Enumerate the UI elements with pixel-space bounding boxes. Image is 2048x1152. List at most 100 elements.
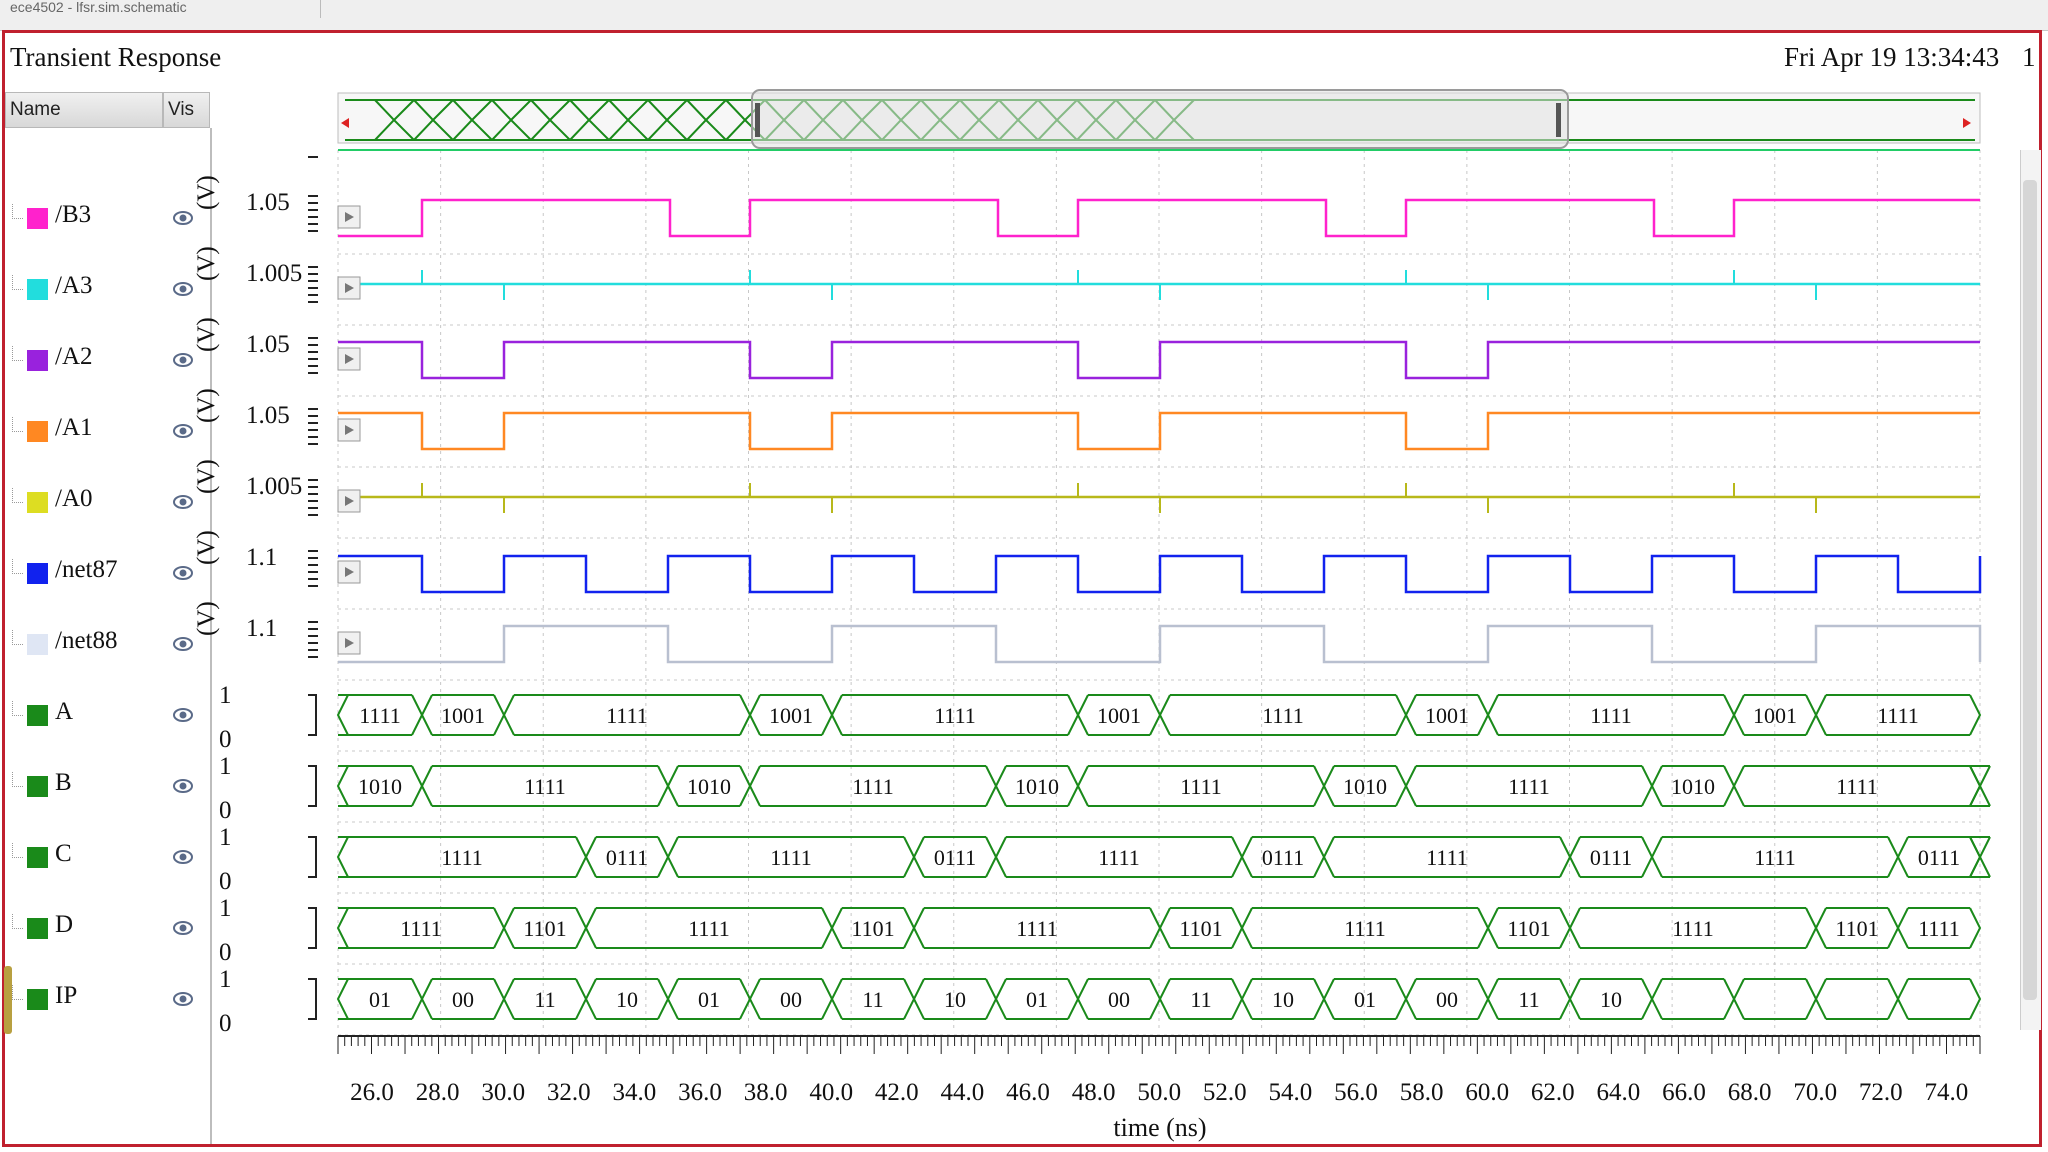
signal-color-swatch[interactable] [27, 421, 48, 442]
signal-name-label: /A3 [55, 272, 93, 299]
visibility-eye-icon[interactable] [172, 705, 194, 730]
bus-transition [1149, 907, 1171, 949]
play-icon [345, 212, 354, 222]
bus-value-label: 10 [1600, 987, 1622, 1012]
bus-transition [657, 978, 679, 1020]
bus-transition [411, 978, 433, 1020]
y-axis-bottom-value: 0 [219, 797, 232, 824]
bus-value-label: 1101 [1507, 916, 1550, 941]
bus-value-label: 1101 [1179, 916, 1222, 941]
bus-transition [1231, 907, 1253, 949]
signal-color-swatch[interactable] [27, 492, 48, 513]
bus-value-label: 1001 [1753, 703, 1797, 728]
bus-value-label: 11 [1190, 987, 1211, 1012]
bus-value-label: 11 [534, 987, 555, 1012]
page-number: 1 [2022, 42, 2036, 72]
plot-title: Transient Response [10, 42, 222, 72]
trace-a2 [338, 340, 1980, 380]
y-axis-top-value: 1 [219, 895, 232, 922]
bus-value-label: 00 [780, 987, 802, 1012]
visibility-eye-icon[interactable] [172, 918, 194, 943]
y-axis-top-value: 1 [219, 966, 232, 993]
signal-color-swatch[interactable] [27, 989, 48, 1010]
visibility-eye-icon[interactable] [172, 634, 194, 659]
signal-name-label: /A0 [55, 485, 93, 512]
bus-value-label: 10 [944, 987, 966, 1012]
signal-color-swatch[interactable] [27, 208, 48, 229]
y-axis-top-value: 1.05 [246, 189, 290, 216]
y-axis-bottom-value: 0 [219, 1010, 232, 1037]
trace-net87 [338, 554, 1982, 594]
signal-color-swatch[interactable] [27, 918, 48, 939]
x-axis-tick-label: 72.0 [1859, 1079, 1903, 1106]
x-axis-tick-label: 68.0 [1728, 1079, 1772, 1106]
bus-transition [821, 978, 843, 1020]
bus-transition [903, 907, 925, 949]
bus-value-label: 1111 [852, 774, 894, 799]
tree-connector [12, 346, 23, 361]
x-axis-tick-label: 58.0 [1400, 1079, 1444, 1106]
bus-bracket [308, 978, 317, 1020]
bus-value-label: 1111 [1426, 845, 1468, 870]
bus-transition [336, 978, 349, 1020]
trace-b3 [338, 198, 1980, 238]
signal-color-swatch[interactable] [27, 350, 48, 371]
bus-value-label: 1111 [1754, 845, 1796, 870]
signal-color-swatch[interactable] [27, 563, 48, 584]
visibility-eye-icon[interactable] [172, 847, 194, 872]
vis-column-header[interactable]: Vis [163, 92, 210, 128]
tree-connector [12, 275, 23, 290]
y-axis-top-value: 1 [219, 682, 232, 709]
bus-transition [493, 694, 515, 736]
tree-connector [12, 701, 23, 716]
bus-value-label: 11 [1518, 987, 1539, 1012]
bus-transition [821, 694, 843, 736]
visibility-eye-icon[interactable] [172, 350, 194, 375]
plot-datetime: Fri Apr 19 13:34:43 [1784, 42, 2000, 72]
window-tab[interactable]: ece4502 - lfsr.sim.schematic [10, 0, 321, 18]
bus-transition [1477, 907, 1499, 949]
signal-color-swatch[interactable] [27, 847, 48, 868]
bus-transition [1395, 694, 1417, 736]
bus-transition [1887, 836, 1909, 878]
visibility-eye-icon[interactable] [172, 776, 194, 801]
signal-color-swatch[interactable] [27, 705, 48, 726]
bus-value-label: 01 [1026, 987, 1048, 1012]
signal-color-swatch[interactable] [27, 279, 48, 300]
overview-transition [413, 99, 454, 141]
y-axis-unit: (V) [193, 317, 220, 352]
y-axis-unit: (V) [193, 530, 220, 565]
visibility-eye-icon[interactable] [172, 989, 194, 1014]
visibility-eye-icon[interactable] [172, 563, 194, 588]
vertical-scrollbar-thumb[interactable] [2023, 180, 2037, 1000]
y-axis-top-value: 1 [219, 753, 232, 780]
bus-transition [1395, 978, 1417, 1020]
overview-transition [647, 99, 688, 141]
bus-value-label: 1111 [688, 916, 730, 941]
bus-value-label: 00 [452, 987, 474, 1012]
overview-transition [686, 99, 727, 141]
overview-scroll-right-icon [1963, 118, 1971, 128]
visibility-eye-icon[interactable] [172, 492, 194, 517]
name-column-header[interactable]: Name [5, 92, 163, 128]
bus-value-label: 1001 [441, 703, 485, 728]
signal-name-label: /B3 [55, 201, 92, 228]
signal-color-swatch[interactable] [27, 634, 48, 655]
y-axis-top-value: 1.005 [246, 260, 302, 287]
y-axis-top-value: 1.1 [246, 615, 277, 642]
visibility-eye-icon[interactable] [172, 279, 194, 304]
bus-value-label: 1111 [1262, 703, 1304, 728]
signal-color-swatch[interactable] [27, 776, 48, 797]
visibility-eye-icon[interactable] [172, 208, 194, 233]
visibility-eye-icon[interactable] [172, 421, 194, 446]
overview-scroll-left-icon [341, 118, 349, 128]
bus-transition [739, 765, 761, 807]
bus-transition [657, 836, 679, 878]
name-header-label: Name [10, 99, 61, 120]
bus-value-label: 1101 [851, 916, 894, 941]
bus-bracket [308, 836, 317, 878]
x-axis-tick-label: 28.0 [416, 1079, 460, 1106]
bus-value-label: 00 [1108, 987, 1130, 1012]
bus-transition [336, 694, 349, 736]
